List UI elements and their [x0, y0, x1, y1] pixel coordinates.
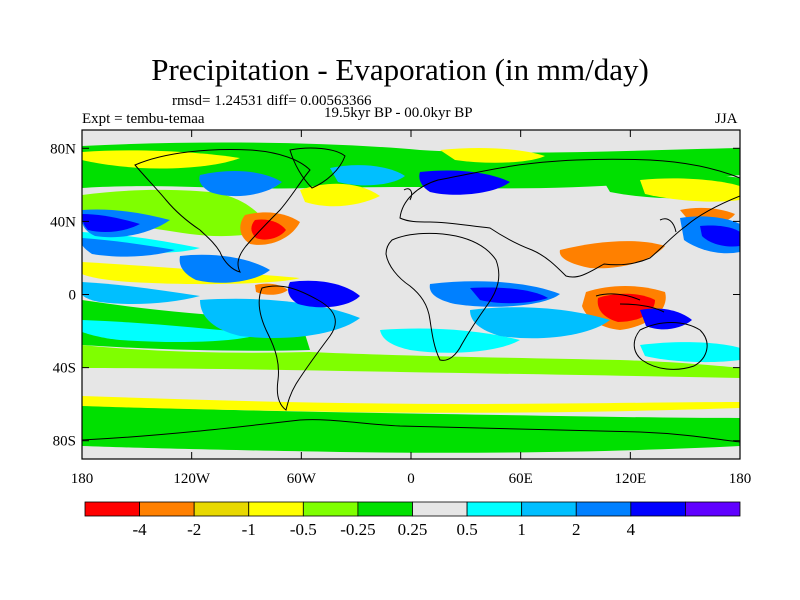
coastline-australia [633, 322, 708, 370]
lat-tick-label: 40N [50, 214, 76, 230]
field-region [199, 170, 282, 197]
field-layer [82, 130, 740, 459]
field-region [640, 178, 740, 202]
field-region [82, 320, 260, 342]
colorbar-label: 4 [627, 520, 636, 539]
experiment-label: Expt = tembu-temaa [82, 111, 205, 127]
field-region [82, 238, 175, 257]
colorbar-label: -0.25 [340, 520, 375, 539]
colorbar-swatch [84, 501, 140, 517]
lon-tick-label: 180 [729, 471, 752, 487]
field-region [470, 287, 548, 304]
coastlines [82, 147, 740, 443]
colorbar-swatch [139, 501, 195, 517]
field-region [251, 219, 286, 240]
season-label: JJA [715, 111, 738, 127]
lon-tick-label: 120W [173, 471, 211, 487]
field-region [82, 282, 200, 304]
coastline-south-america [258, 285, 336, 411]
colorbar-label: -4 [132, 520, 147, 539]
lon-tick-label: 120E [614, 471, 646, 487]
field-region [82, 150, 240, 169]
colorbar-swatch [193, 501, 250, 517]
lon-tick-label: 60E [509, 471, 533, 487]
field-region [200, 298, 360, 338]
period-label: 19.5kyr BP - 00.0kyr BP [324, 105, 473, 121]
field-region [288, 280, 360, 308]
lat-tick-label: 40S [53, 361, 76, 377]
colorbar-swatch [575, 501, 632, 517]
colorbar-swatch [357, 501, 413, 517]
colorbar-swatch [630, 501, 686, 517]
coastline-antarctica [82, 419, 740, 443]
field-region [380, 328, 520, 353]
field-region [700, 225, 740, 247]
colorbar: -4 -2 -1 -0.5 -0.25 0.25 0.5 1 2 4 [84, 501, 741, 539]
colorbar-label: -1 [242, 520, 256, 539]
field-region [82, 396, 740, 413]
map-title: Precipitation - Evaporation (in mm/day) [151, 52, 649, 87]
field-region [419, 170, 510, 195]
field-region [300, 183, 380, 207]
axis-ticks: 180 120W 60W 0 60E 120E 180 80N 40N 0 40S 80S [50, 130, 751, 487]
colorbar-label: 1 [517, 520, 526, 539]
colorbar-label: 2 [572, 520, 581, 539]
coastline-africa [385, 232, 500, 361]
colorbar-label: -0.5 [290, 520, 317, 539]
field-region [82, 214, 140, 232]
field-region [82, 345, 740, 378]
lon-tick-label: 60W [287, 471, 317, 487]
field-region [640, 308, 692, 330]
field-region [330, 165, 405, 186]
field-region [470, 307, 610, 339]
field-region [82, 405, 740, 453]
field-region [640, 342, 740, 363]
lat-tick-label: 80S [53, 434, 76, 450]
colorbar-label: 0.5 [456, 520, 477, 539]
colorbar-swatch [685, 501, 741, 517]
field-region [597, 293, 655, 322]
colorbar-swatch [466, 501, 523, 517]
stats-label: rmsd= 1.24531 diff= 0.00563366 [172, 93, 372, 109]
lat-tick-label: 0 [69, 288, 77, 304]
colorbar-swatch [302, 501, 359, 517]
coastline-uk [403, 188, 413, 201]
colorbar-label: -2 [187, 520, 201, 539]
lat-tick-label: 80N [50, 141, 76, 157]
coastline-north-america [134, 149, 311, 273]
colorbar-label: 0.25 [398, 520, 428, 539]
lon-tick-label: 180 [71, 471, 94, 487]
field-region [440, 148, 545, 163]
coastline-greenland [289, 147, 346, 189]
coastline-japan [659, 218, 677, 233]
colorbar-swatch [521, 501, 577, 517]
coastline-eurasia [399, 158, 740, 278]
coastline-indonesia [595, 293, 665, 313]
colorbar-swatch [412, 501, 468, 517]
colorbar-swatch [248, 501, 304, 517]
lon-tick-label: 0 [407, 471, 415, 487]
field-region [179, 254, 270, 283]
